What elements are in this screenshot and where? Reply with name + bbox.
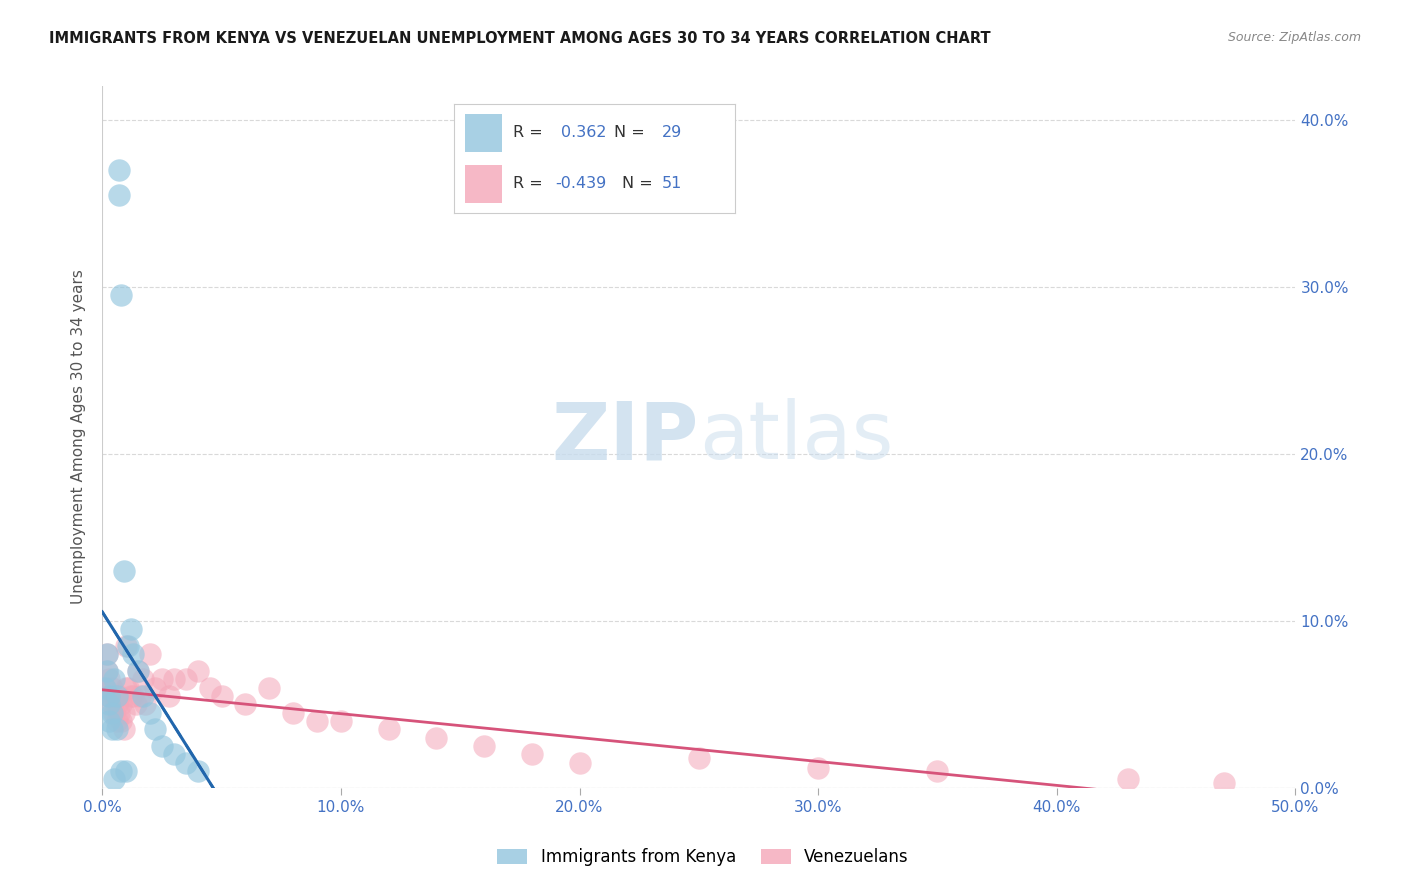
Point (115, 681, 138, 695)
Point (157, 689, 180, 703)
Point (98, 714, 121, 728)
Point (110, 714, 132, 728)
Point (100, 723, 122, 737)
Point (100, 698, 122, 712)
Point (122, 689, 145, 703)
Point (105, 689, 128, 703)
Point (127, 664, 149, 678)
Point (1118, 772, 1140, 787)
Point (96, 664, 118, 678)
Y-axis label: Unemployment Among Ages 30 to 34 years: Unemployment Among Ages 30 to 34 years (72, 269, 86, 605)
Point (115, 764, 138, 778)
Point (108, 706, 131, 720)
Point (105, 714, 128, 728)
Point (124, 698, 146, 712)
Point (96, 647, 118, 661)
Point (143, 681, 166, 695)
Point (198, 681, 221, 695)
Point (96, 647, 118, 661)
Point (115, 639, 138, 653)
Point (112, 564, 135, 578)
Point (377, 723, 399, 737)
Point (112, 706, 135, 720)
Point (1212, 776, 1234, 790)
Text: ZIP: ZIP (551, 398, 699, 476)
Point (98, 672, 121, 686)
Point (281, 706, 304, 720)
Point (110, 288, 132, 302)
Point (100, 706, 122, 720)
Point (139, 647, 162, 661)
Point (568, 756, 591, 770)
Point (127, 664, 149, 678)
Point (103, 672, 125, 686)
Point (103, 689, 125, 703)
Point (688, 750, 710, 764)
Point (143, 723, 166, 737)
Point (103, 706, 125, 720)
Point (105, 723, 128, 737)
Point (112, 723, 135, 737)
Point (98, 689, 121, 703)
Point (305, 714, 328, 728)
Point (150, 672, 173, 686)
Point (103, 772, 125, 787)
Point (120, 622, 142, 636)
Point (139, 706, 162, 720)
Text: atlas: atlas (699, 398, 893, 476)
Point (117, 681, 139, 695)
Point (150, 739, 173, 753)
Point (425, 731, 447, 745)
Point (927, 764, 949, 778)
Point (259, 681, 281, 695)
Point (520, 747, 543, 762)
Point (329, 714, 352, 728)
Text: IMMIGRANTS FROM KENYA VS VENEZUELAN UNEMPLOYMENT AMONG AGES 30 TO 34 YEARS CORRE: IMMIGRANTS FROM KENYA VS VENEZUELAN UNEM… (49, 31, 991, 46)
Legend: Immigrants from Kenya, Venezuelans: Immigrants from Kenya, Venezuelans (491, 842, 915, 873)
Point (108, 188, 131, 202)
Point (163, 747, 186, 762)
Point (211, 689, 233, 703)
Point (117, 639, 139, 653)
Point (98, 689, 121, 703)
Point (132, 689, 155, 703)
Point (98, 698, 121, 712)
Point (110, 764, 132, 778)
Point (163, 672, 186, 686)
Point (93, 681, 115, 695)
Point (93, 681, 115, 695)
Text: Source: ZipAtlas.com: Source: ZipAtlas.com (1227, 31, 1361, 45)
Point (108, 689, 131, 703)
Point (100, 681, 122, 695)
Point (108, 162, 131, 177)
Point (110, 698, 132, 712)
Point (472, 739, 495, 753)
Point (96, 664, 118, 678)
Point (187, 664, 209, 678)
Point (174, 756, 197, 770)
Point (174, 672, 197, 686)
Point (120, 689, 142, 703)
Point (134, 698, 156, 712)
Point (105, 698, 128, 712)
Point (122, 647, 145, 661)
Point (235, 698, 257, 712)
Point (187, 764, 209, 778)
Point (129, 689, 152, 703)
Point (132, 672, 155, 686)
Point (807, 761, 830, 775)
